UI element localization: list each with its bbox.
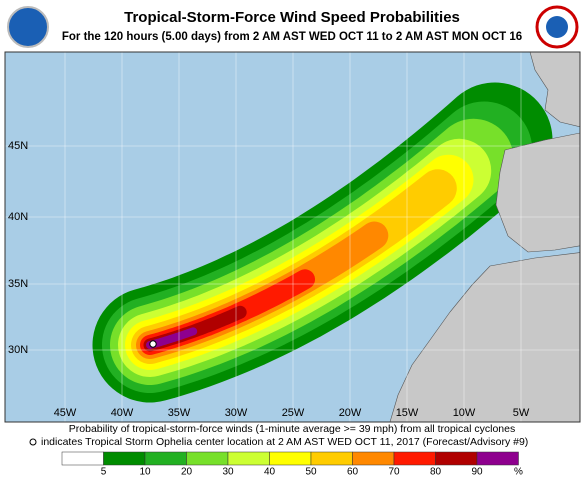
probability-band <box>146 327 198 349</box>
legend-swatch <box>103 451 146 466</box>
map <box>5 52 580 422</box>
longitude-label: 10W <box>453 407 476 419</box>
title: Tropical-Storm-Force Wind Speed Probabil… <box>124 9 460 26</box>
legend-swatch <box>144 451 187 466</box>
longitude-label: 25W <box>282 407 305 419</box>
legend-label: 50 <box>305 467 317 478</box>
legend-label: 60 <box>347 467 359 478</box>
legend-label: 10 <box>139 467 151 478</box>
legend-swatch <box>310 451 353 466</box>
land <box>389 252 580 422</box>
legend-swatch <box>393 451 436 466</box>
subtitle: For the 120 hours (5.00 days) from 2 AM … <box>62 31 522 43</box>
latitude-label: 45N <box>8 140 28 152</box>
legend-swatch <box>227 451 270 466</box>
noaa-logo <box>7 6 49 48</box>
longitude-label: 40W <box>111 407 134 419</box>
map-frame <box>4 51 581 423</box>
legend-swatch <box>269 451 312 466</box>
legend-label: 20 <box>181 467 193 478</box>
land <box>529 52 580 128</box>
longitude-label: 45W <box>54 407 77 419</box>
latitude-label: 35N <box>8 278 28 290</box>
longitude-label: 35W <box>168 407 191 419</box>
longitude-label: 30W <box>225 407 248 419</box>
storm-center <box>149 340 157 348</box>
longitude-label: 15W <box>396 407 419 419</box>
latitude-label: 40N <box>8 211 28 223</box>
latitude-label: 30N <box>8 344 28 356</box>
legend-swatch <box>476 451 519 466</box>
storm-symbol <box>29 438 37 446</box>
legend-label: 5 <box>101 467 107 478</box>
footer-line1: Probability of tropical-storm-force wind… <box>69 423 515 435</box>
legend-label: 80 <box>430 467 442 478</box>
footer-line2: indicates Tropical Storm Ophelia center … <box>41 436 528 448</box>
legend-label: 40 <box>264 467 276 478</box>
longitude-label: 20W <box>339 407 362 419</box>
legend-label: 90 <box>471 467 483 478</box>
nws-logo-center <box>546 16 568 38</box>
legend-swatch <box>435 451 478 466</box>
legend-label: 30 <box>222 467 234 478</box>
land <box>495 132 580 253</box>
legend-swatch <box>352 451 395 466</box>
legend-swatch <box>186 451 229 466</box>
legend-label: 70 <box>388 467 400 478</box>
legend-swatch <box>61 451 104 466</box>
legend-label: % <box>514 467 523 478</box>
longitude-label: 5W <box>513 407 530 419</box>
